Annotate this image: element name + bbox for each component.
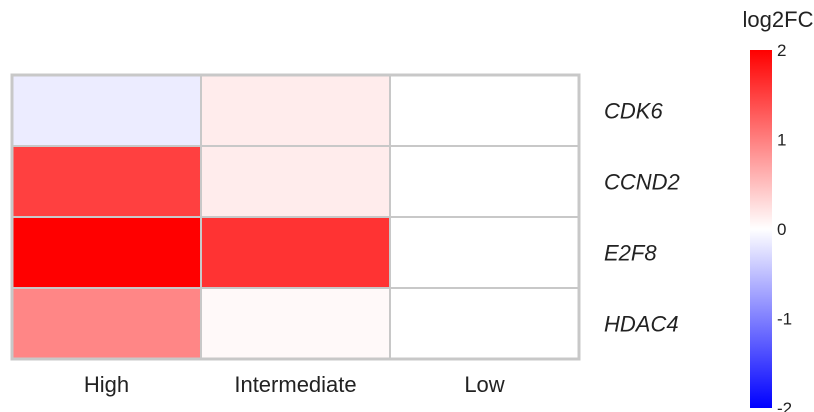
column-label-intermediate: Intermediate [234,372,356,397]
color-legend: log2FC 2 1 0 -1 -2 [743,7,814,412]
legend-ticks: 2 1 0 -1 -2 [777,41,792,412]
row-labels: CDK6 CCND2 E2F8 HDAC4 [604,99,680,337]
legend-tick-neg1: -1 [777,310,792,329]
row-label-cdk6: CDK6 [604,99,663,124]
heatmap-cell-cdk6-intermediate [200,74,391,147]
legend-tick-2: 2 [777,41,786,60]
heatmap-cell-e2f8-low [389,216,580,289]
column-label-high: High [84,372,129,397]
row-label-ccnd2: CCND2 [604,170,680,195]
heatmap-cell-hdac4-intermediate [200,287,391,360]
legend-title: log2FC [743,7,814,32]
legend-tick-1: 1 [777,131,786,150]
heatmap-cell-hdac4-high [11,287,202,360]
heatmap-cell-ccnd2-low [389,145,580,218]
heatmap-cells [10,73,581,361]
row-label-e2f8: E2F8 [604,241,657,266]
heatmap-cell-e2f8-high [11,216,202,289]
heatmap-cell-e2f8-intermediate [200,216,391,289]
heatmap-border [10,73,581,361]
legend-tick-neg2: -2 [777,399,792,412]
legend-tick-0: 0 [777,220,786,239]
row-label-hdac4: HDAC4 [604,312,679,337]
heatmap-cell-cdk6-low [389,74,580,147]
heatmap-cell-ccnd2-high [11,145,202,218]
legend-color-bar [750,50,772,408]
column-label-low: Low [464,372,504,397]
heatmap-cell-hdac4-low [389,287,580,360]
heatmap-cell-cdk6-high [11,74,202,147]
heatmap-cell-ccnd2-intermediate [200,145,391,218]
column-labels: High Intermediate Low [84,372,505,397]
